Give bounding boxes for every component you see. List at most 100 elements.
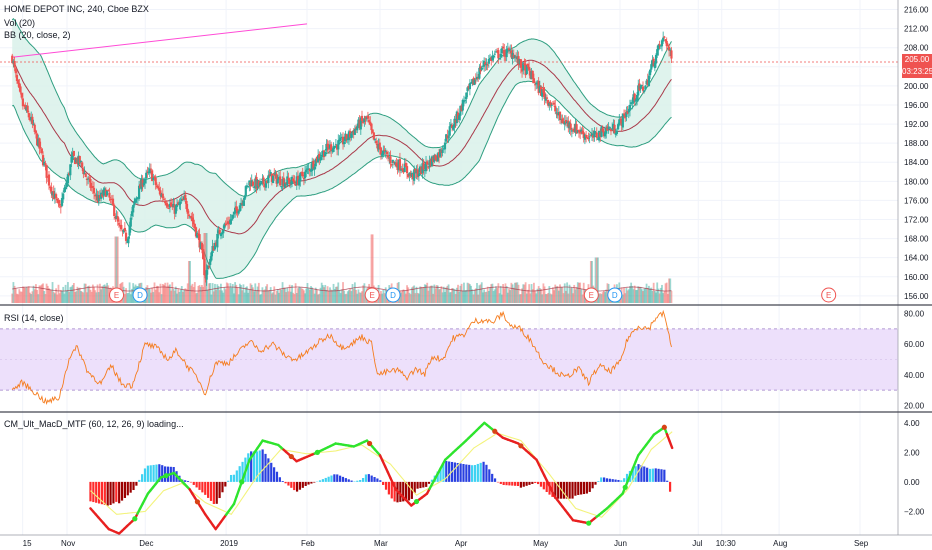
macd-histogram-bar	[344, 478, 347, 482]
volume-bar	[305, 288, 308, 303]
candle-body	[462, 101, 466, 103]
candle-body	[104, 189, 107, 197]
volume-bar	[171, 282, 174, 303]
volume-bar	[489, 287, 491, 303]
volume-bar	[383, 293, 386, 303]
rsi-tick-label: 60.00	[904, 340, 925, 349]
candle-body	[277, 177, 281, 180]
macd-histogram-bar	[436, 471, 439, 482]
volume-bar	[448, 292, 451, 303]
bollinger-legend[interactable]: BB (20, close, 2)	[4, 30, 71, 40]
candle-body	[614, 132, 617, 135]
volume-bar	[321, 285, 324, 303]
macd-histogram-bar	[617, 479, 620, 482]
macd-histogram-bar	[493, 478, 497, 482]
earnings-marker[interactable]: E	[109, 287, 125, 303]
volume-bar	[185, 289, 188, 303]
macd-histogram-bar	[430, 479, 434, 482]
volume-bar	[192, 287, 195, 303]
candle-body	[569, 123, 572, 130]
candle-body	[437, 152, 441, 158]
volume-legend[interactable]: Vol (20)	[4, 18, 36, 28]
volume-bar	[575, 286, 578, 303]
candle-body	[37, 138, 40, 147]
candle-body	[381, 153, 384, 156]
volume-bar	[288, 284, 291, 303]
candle-body	[373, 139, 377, 141]
volume-bar	[91, 284, 94, 303]
candle-body	[396, 164, 399, 170]
candle-body	[151, 170, 154, 182]
candle-body	[538, 86, 541, 93]
candle-body	[547, 100, 550, 106]
volume-bar	[195, 293, 197, 303]
candle-body	[573, 128, 576, 132]
macd-histogram-bar	[666, 480, 669, 482]
volume-bar	[248, 289, 251, 303]
symbol-title[interactable]: HOME DEPOT INC, 240, Cboe BZX	[4, 4, 149, 14]
macd-histogram-bar	[189, 481, 193, 483]
candle-body	[52, 191, 55, 200]
earnings-marker[interactable]: E	[821, 287, 837, 303]
dividend-marker[interactable]: D	[132, 287, 148, 303]
volume-bar	[428, 286, 431, 303]
candle-body	[571, 129, 575, 131]
candle-body	[372, 132, 375, 140]
dividend-marker[interactable]: D	[385, 287, 401, 303]
macd-histogram-bar	[597, 481, 600, 482]
candle-body	[204, 275, 207, 279]
volume-bar	[57, 284, 60, 303]
macd-legend[interactable]: CM_Ult_MacD_MTF (60, 12, 26, 9) loading.…	[4, 419, 184, 429]
volume-bar	[160, 294, 163, 303]
candle-body	[162, 198, 166, 200]
volume-bar	[189, 261, 191, 303]
candle-body	[127, 236, 130, 244]
candle-body	[345, 134, 348, 140]
candle-body	[124, 232, 128, 241]
volume-bar	[269, 287, 272, 303]
candle-body	[137, 185, 141, 199]
macd-histogram-bar	[97, 481, 101, 504]
volume-bar	[282, 287, 285, 303]
macd-histogram-bar	[519, 481, 522, 488]
volume-bar	[378, 294, 381, 303]
volume-bar	[25, 286, 28, 303]
volume-bar	[201, 284, 203, 303]
candle-body	[510, 50, 513, 58]
candle-body	[207, 266, 211, 268]
macd-histogram-bar	[631, 468, 634, 482]
candle-body	[488, 57, 492, 60]
macd-histogram-bar	[499, 481, 502, 484]
volume-bar	[80, 290, 82, 303]
candle-body	[379, 147, 383, 155]
candle-body	[174, 205, 177, 214]
earnings-marker[interactable]: E	[364, 287, 380, 303]
candle-body	[222, 229, 225, 234]
volume-bar	[262, 290, 265, 303]
volume-bar	[319, 287, 322, 303]
volume-bar	[419, 286, 421, 303]
volume-bar	[164, 282, 167, 303]
volume-bar	[400, 292, 403, 303]
candle-body	[126, 241, 129, 243]
volume-bar	[432, 293, 435, 303]
macd-histogram-bar	[611, 479, 614, 482]
candle-body	[358, 119, 361, 129]
volume-bar	[420, 286, 423, 303]
volume-bar	[209, 283, 212, 303]
candle-body	[280, 186, 283, 188]
dividend-marker[interactable]: D	[607, 287, 623, 303]
x-tick-label: Feb	[301, 539, 315, 548]
candle-body	[115, 215, 118, 220]
rsi-legend[interactable]: RSI (14, close)	[4, 313, 64, 323]
macd-histogram-bar	[361, 477, 365, 482]
volume-bar	[89, 289, 92, 303]
volume-bar	[658, 293, 661, 303]
macd-histogram-bar	[668, 481, 672, 492]
volume-bar	[656, 282, 659, 303]
volume-bar	[190, 285, 193, 303]
volume-bar	[242, 284, 245, 303]
candle-body	[81, 162, 84, 168]
earnings-marker[interactable]: E	[583, 287, 599, 303]
